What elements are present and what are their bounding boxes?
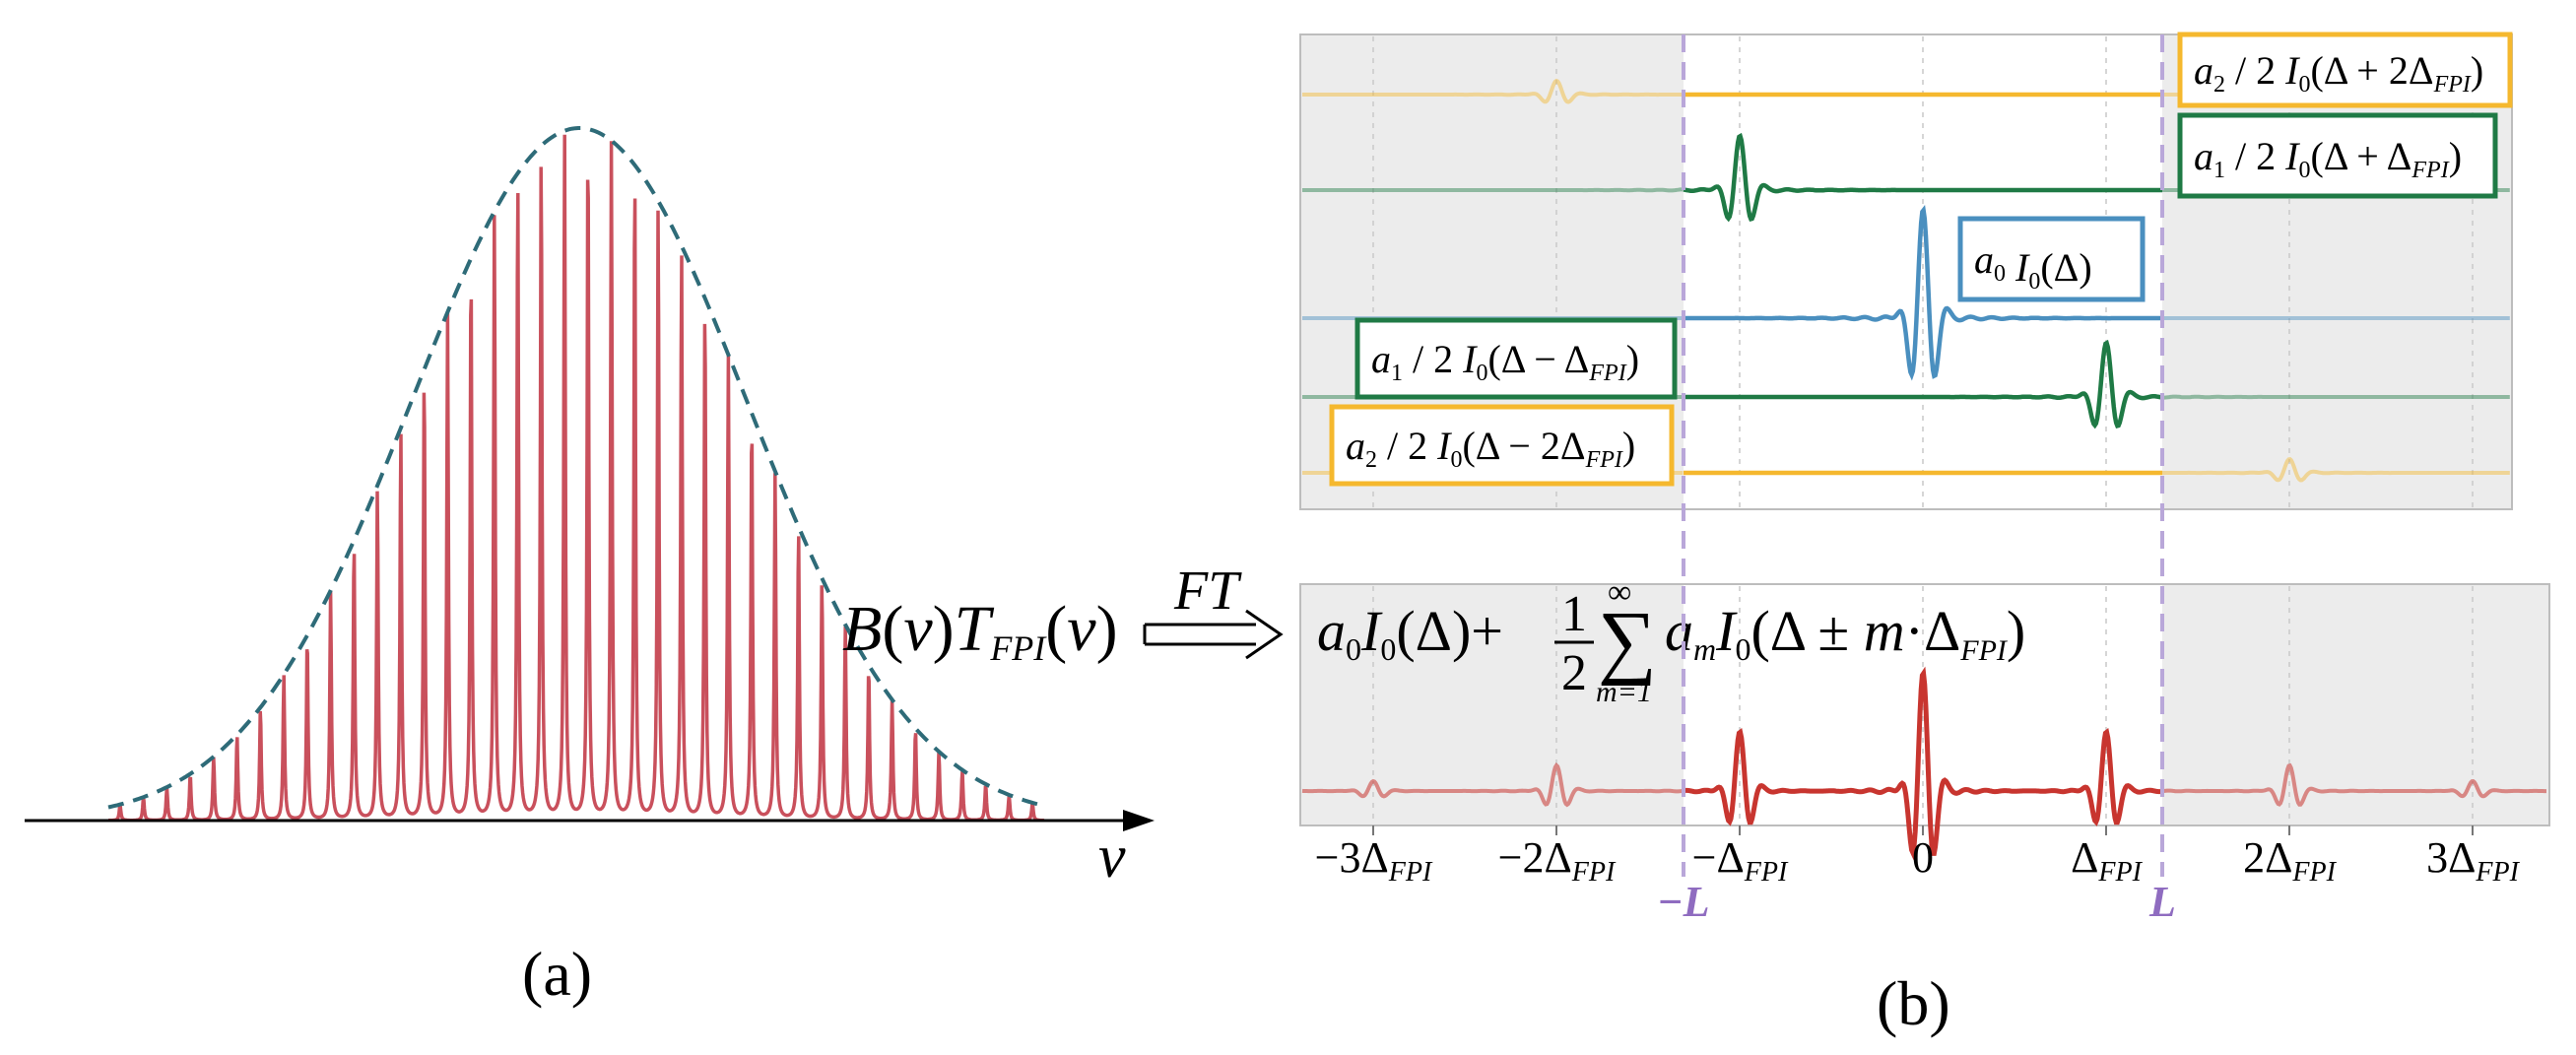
svg-text:m=1: m=1 <box>1596 676 1652 708</box>
component-label-box-a0 <box>1957 216 2146 302</box>
component-trace-a2-plus-outside <box>1302 78 1684 104</box>
component-trace-a1-minus-outside <box>2161 394 2510 400</box>
component-label-box-a2-minus <box>1329 404 1675 487</box>
tick-label: −ΔFPI <box>1692 833 1789 888</box>
ft-arrow-label: FT <box>1173 560 1242 622</box>
nu-axis-label: ν <box>1098 824 1126 890</box>
component-labels: a2 / 2 I0(Δ + 2ΔFPI) a1 / 2 I0(Δ + ΔFPI) a… <box>1329 32 2513 487</box>
component-trace-a2-minus-outside <box>2162 456 2510 483</box>
sum-trace <box>1683 666 2163 861</box>
component-label-a1-plus: a1 / 2 I0(Δ + ΔFPI) <box>2194 134 2462 183</box>
left-bound-label: −L <box>1657 878 1710 926</box>
svg-text:amI0(Δ ± m·ΔFPI): amI0(Δ ± m·ΔFPI) <box>1665 599 2025 667</box>
sum-trace-outside-bounds <box>1301 761 2546 808</box>
sum-trace-left-outside <box>1301 761 1684 808</box>
component-trace-a0 <box>1684 205 2162 381</box>
tick-label: 3ΔFPI <box>2426 833 2521 888</box>
panel-a-label: (a) <box>522 939 592 1009</box>
component-trace-a1-plus-outside <box>1302 187 1684 193</box>
right-bound-label: L <box>2148 878 2176 926</box>
component-label-a2-plus: a2 / 2 I0(Δ + 2ΔFPI) <box>2194 48 2483 98</box>
panel-b-sum: a0I0(Δ)+ 1 2 ∞ ∑ m=1 amI0(Δ ± m·ΔFPI) −3… <box>1299 574 2550 888</box>
sum-shade-right <box>2162 585 2548 824</box>
component-label-a1-minus: a1 / 2 I0(Δ − ΔFPI) <box>1371 337 1639 386</box>
nu-axis-arrowhead <box>1123 810 1155 831</box>
tick-label: ΔFPI <box>2071 833 2144 888</box>
fourier-transform-relation: B(ν)TFPI(ν) FT <box>842 560 1284 668</box>
svg-text:∞: ∞ <box>1608 574 1631 611</box>
component-trace-a1-minus <box>1684 339 2163 429</box>
integration-bounds: −L L <box>1657 34 2176 926</box>
panel-b-components: a2 / 2 I0(Δ + 2ΔFPI) a1 / 2 I0(Δ + ΔFPI) a… <box>1299 32 2513 510</box>
component-trace-a1-plus <box>1683 132 2162 223</box>
component-label-box-a1-minus <box>1354 317 1678 400</box>
tick-label: −3ΔFPI <box>1315 833 1433 888</box>
sum-trace-right-outside <box>2161 762 2546 807</box>
svg-text:1: 1 <box>1561 586 1587 642</box>
component-label-box-a2-plus <box>2177 32 2513 108</box>
component-label-a2-minus: a2 / 2 I0(Δ − 2ΔFPI) <box>1346 424 1635 473</box>
tick-label: 2ΔFPI <box>2243 833 2338 888</box>
fpi-comb-trace <box>108 134 1045 823</box>
sum-shade-left <box>1301 585 1684 824</box>
tick-label: −2ΔFPI <box>1498 833 1617 888</box>
sum-formula: a0I0(Δ)+ 1 2 ∞ ∑ m=1 amI0(Δ ± m·ΔFPI) <box>1317 574 2025 708</box>
ft-double-arrow <box>1143 609 1284 660</box>
component-label-a0: a0 I0(Δ) <box>1974 237 2092 295</box>
gaussian-envelope <box>107 126 1043 810</box>
component-label-box-a1-plus <box>2177 112 2498 199</box>
spectrum-expression: B(ν)TFPI(ν) <box>842 593 1118 668</box>
svg-text:2: 2 <box>1561 645 1587 701</box>
sum-gridlines <box>1372 586 2474 835</box>
transmission-peaks <box>108 134 1045 823</box>
svg-text:∑: ∑ <box>1598 595 1657 687</box>
svg-text:a0I0(Δ)+: a0I0(Δ)+ <box>1317 599 1503 667</box>
panel-b-label: (b) <box>1877 968 1950 1038</box>
delay-axis-ticks: −3ΔFPI −2ΔFPI −ΔFPI 0 ΔFPI 2ΔFPI 3ΔFPI <box>1315 833 2521 888</box>
panel-a: ν (a) <box>25 126 1155 1009</box>
tick-label: 0 <box>1912 833 1934 882</box>
